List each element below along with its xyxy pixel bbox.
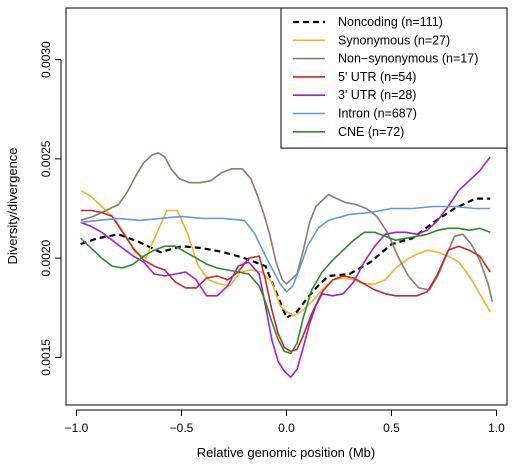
legend-box [280,7,508,149]
x-tick-label: −0.5 [170,421,194,435]
series-line-1 [80,189,491,317]
y-tick-label: 0.0030 [39,41,53,78]
y-tick-label: 0.0020 [39,239,53,276]
x-axis-title: Relative genomic position (Mb) [197,445,375,460]
legend-label: 3' UTR (n=28) [338,88,416,102]
legend-label: 5' UTR (n=54) [338,70,416,84]
y-tick-label: 0.0025 [39,140,53,177]
y-axis-title: Diversity/divergence [5,147,20,264]
x-tick-label: 0.5 [383,421,400,435]
y-tick-label: 0.0015 [39,339,53,376]
x-tick-label: 0.0 [278,421,295,435]
series-lines [80,152,494,378]
x-tick-label: −1.0 [65,421,89,435]
series-line-3 [80,209,491,353]
legend: Noncoding (n=111) Synonymous (n=27) Non−sy… [280,7,508,149]
legend-label: Intron (n=687) [338,107,417,121]
legend-label: Synonymous (n=27) [338,33,450,47]
y-axis: 0.0015 0.0020 0.0025 0.0030 [39,41,62,376]
series-line-2 [80,152,494,302]
x-tick-label: 1.0 [488,421,505,435]
legend-label: Noncoding (n=111) [338,15,443,29]
x-axis: −1.0 −0.5 0.0 0.5 1.0 [65,409,505,435]
series-line-6 [80,227,491,355]
series-line-4 [80,156,491,378]
legend-label: Non−synonymous (n=17) [338,52,478,66]
series-line-5 [80,205,491,293]
legend-label: CNE (n=72) [338,125,404,139]
